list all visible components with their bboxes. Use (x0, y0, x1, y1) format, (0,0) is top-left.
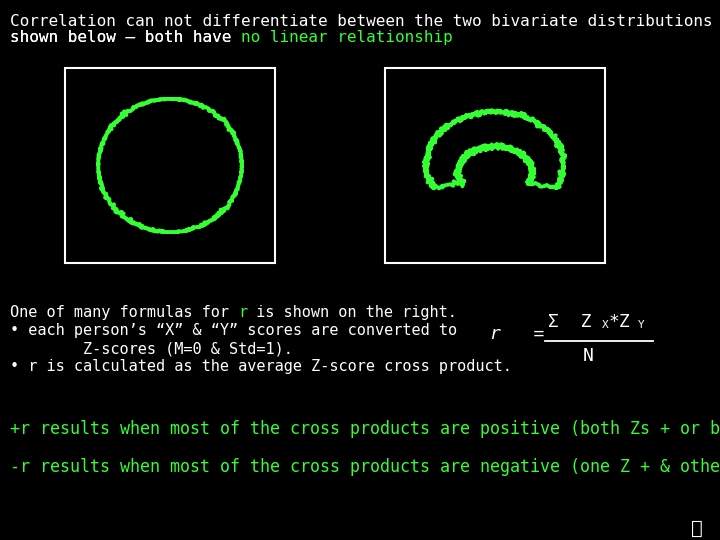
Text: • r is calculated as the average Z-score cross product.: • r is calculated as the average Z-score… (10, 359, 512, 374)
Text: +r results when most of the cross products are positive (both Zs + or both Zs -): +r results when most of the cross produc… (10, 420, 720, 438)
Text: Y: Y (638, 320, 644, 330)
Text: r: r (238, 305, 247, 320)
Text: r   =: r = (490, 325, 544, 343)
Text: 🦊: 🦊 (691, 518, 703, 537)
Text: no linear relationship: no linear relationship (241, 30, 453, 45)
Text: Z-scores (M=0 & Std=1).: Z-scores (M=0 & Std=1). (10, 341, 293, 356)
Text: -r results when most of the cross products are negative (one Z + & other Z-): -r results when most of the cross produc… (10, 458, 720, 476)
Text: shown below – both have: shown below – both have (10, 30, 241, 45)
Text: shown below – both have: shown below – both have (10, 30, 241, 45)
Text: One of many formulas for: One of many formulas for (10, 305, 238, 320)
Text: Correlation can not differentiate between the two bivariate distributions: Correlation can not differentiate betwee… (10, 14, 713, 29)
Text: N: N (583, 347, 594, 365)
Text: is shown on the right.: is shown on the right. (247, 305, 457, 320)
Bar (385, 68, 605, 263)
Text: X: X (602, 320, 608, 330)
Text: *Z: *Z (609, 313, 631, 331)
Text: • each person’s “X” & “Y” scores are converted to: • each person’s “X” & “Y” scores are con… (10, 323, 457, 338)
Bar (65, 68, 275, 263)
Text: Σ  Z: Σ Z (548, 313, 592, 331)
